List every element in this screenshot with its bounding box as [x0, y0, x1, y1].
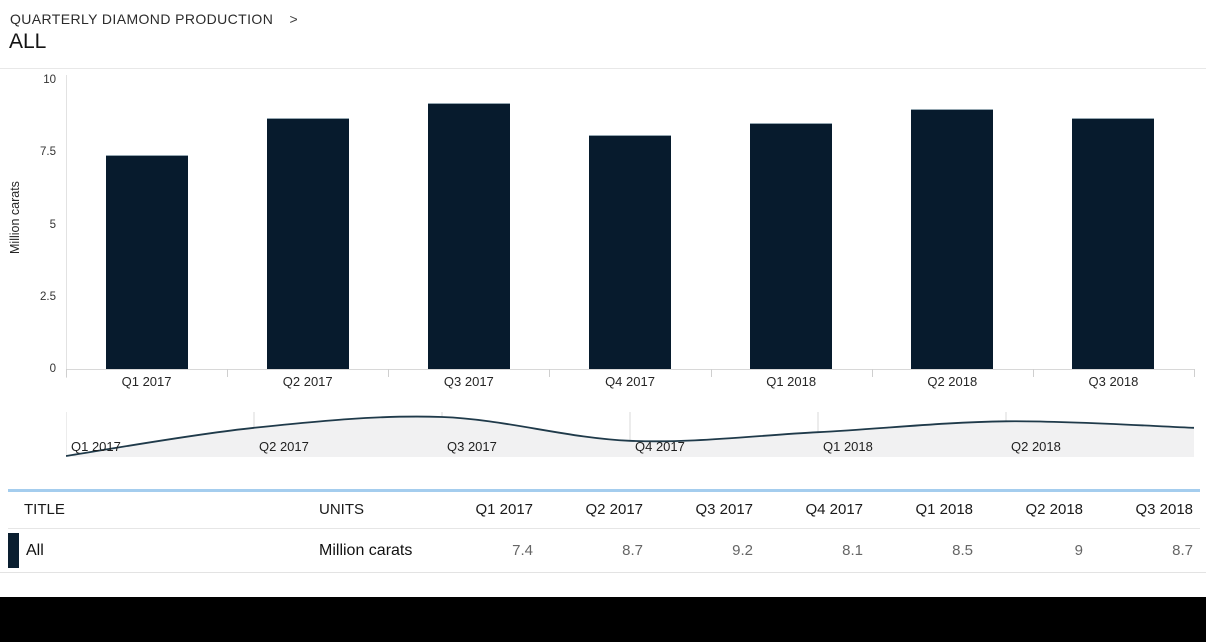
table-header-quarter: Q3 2017 [695, 501, 753, 518]
table-header-quarter: Q1 2018 [915, 501, 973, 518]
y-axis-tick-label: 0 [49, 363, 56, 375]
x-axis-tick [872, 369, 873, 377]
navigator-brush[interactable]: Q1 2017 Q2 2017 Q3 2017 Q4 2017 Q1 2018 Q2 20… [66, 412, 1194, 457]
breadcrumb: QUARTERLY DIAMOND PRODUCTION > [10, 11, 298, 27]
bar-q2-2017[interactable] [266, 117, 349, 369]
x-axis-label: Q1 2017 [121, 374, 172, 389]
table-header-units: UNITS [319, 501, 364, 518]
bar-q4-2017[interactable] [589, 134, 671, 369]
bar-q1-2018[interactable] [750, 123, 833, 369]
navigator-line [66, 415, 1194, 457]
bar-q3-2018[interactable] [1072, 117, 1155, 369]
header-divider [0, 68, 1206, 69]
x-axis-label: Q3 2017 [443, 374, 494, 389]
table-cell-value: 8.5 [952, 542, 973, 559]
x-axis-tick [1194, 369, 1195, 377]
table-cell-value: 9.2 [732, 542, 753, 559]
y-axis-line [66, 75, 67, 378]
x-axis-label: Q1 2018 [766, 374, 817, 389]
table-header-separator [8, 528, 1200, 529]
page-title: ALL [9, 30, 47, 53]
navigator-label: Q1 2018 [823, 439, 873, 454]
x-axis-label: Q2 2018 [927, 374, 978, 389]
table-header-quarter: Q1 2017 [475, 501, 533, 518]
table-cell-value: 8.1 [842, 542, 863, 559]
x-axis-tick [1033, 369, 1034, 377]
breadcrumb-link[interactable]: QUARTERLY DIAMOND PRODUCTION [10, 11, 274, 27]
table-cell-value: 8.7 [622, 542, 643, 559]
row-series-marker [8, 533, 19, 568]
navigator-label: Q2 2018 [1011, 439, 1061, 454]
x-axis-tick [227, 369, 228, 377]
y-axis-tick-label: 7.5 [40, 146, 56, 159]
table-cell-value: 8.7 [1172, 542, 1193, 559]
table-cell-units: Million carats [319, 541, 413, 559]
table-top-border [8, 489, 1200, 492]
table-header-quarter: Q4 2017 [805, 501, 863, 518]
x-axis-line [66, 369, 1195, 370]
bar-q1-2017[interactable] [105, 155, 188, 369]
table-header-quarter: Q2 2018 [1025, 501, 1083, 518]
table-cell-title[interactable]: All [26, 541, 44, 559]
y-axis-tick-label: 10 [43, 74, 56, 86]
table-header-title: TITLE [24, 501, 65, 518]
table-bottom-border [0, 572, 1206, 573]
x-axis-tick [388, 369, 389, 377]
bar-q2-2018[interactable] [911, 108, 994, 369]
table-cell-value: 9 [1074, 542, 1083, 559]
y-axis-tick-label: 5 [49, 218, 56, 231]
x-axis-tick [711, 369, 712, 377]
x-axis-label: Q4 2017 [605, 374, 655, 389]
navigator-label: Q1 2017 [71, 439, 121, 454]
footer-bar [0, 597, 1206, 642]
x-axis-tick [66, 369, 67, 377]
breadcrumb-separator-icon: > [289, 11, 299, 27]
navigator-label: Q4 2017 [635, 439, 685, 454]
x-axis-label: Q3 2018 [1088, 374, 1139, 389]
navigator-label: Q2 2017 [259, 439, 309, 454]
navigator-chart [66, 412, 1194, 457]
x-axis-label: Q2 2017 [282, 374, 333, 389]
table-header-quarter: Q3 2018 [1135, 501, 1193, 518]
x-axis-tick [549, 369, 550, 377]
table-cell-value: 7.4 [512, 542, 533, 559]
bar-q3-2017[interactable] [427, 103, 510, 369]
y-axis-tick-label: 2.5 [40, 290, 56, 303]
table-header-quarter: Q2 2017 [585, 501, 643, 518]
navigator-label: Q3 2017 [447, 439, 497, 454]
